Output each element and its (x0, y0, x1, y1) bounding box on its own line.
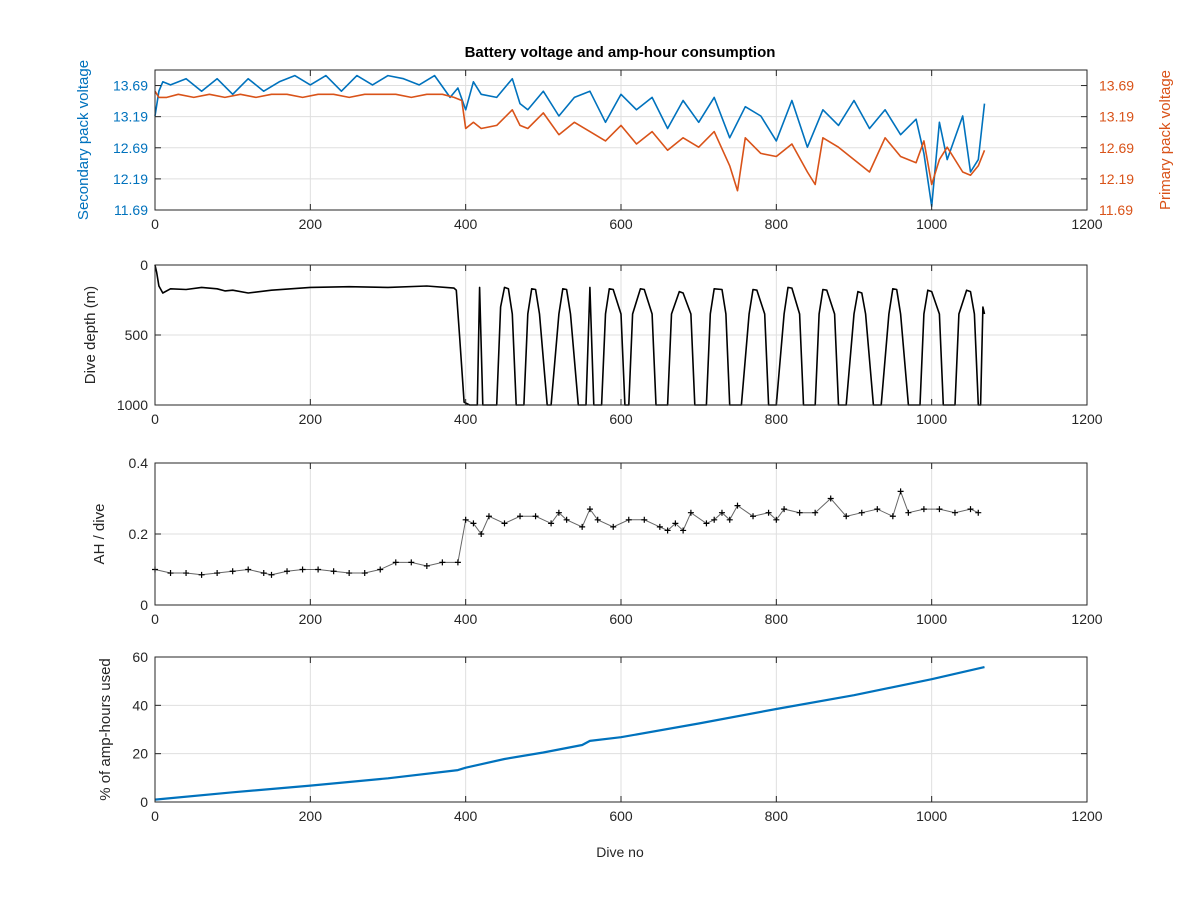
y-tick-label: 0.4 (129, 455, 149, 471)
y-tick-label: 40 (132, 697, 148, 713)
x-tick-label: 600 (609, 611, 633, 627)
y-tick-label: 20 (132, 746, 148, 762)
x-tick-label: 0 (151, 611, 159, 627)
y-axis-label: AH / dive (91, 504, 108, 565)
y-tick-label-right: 11.69 (1099, 202, 1133, 218)
x-tick-label: 400 (454, 216, 478, 232)
x-tick-label: 400 (454, 411, 478, 427)
x-tick-label: 1200 (1071, 808, 1102, 824)
x-tick-label: 1200 (1071, 216, 1102, 232)
y-tick-label: 0 (140, 257, 148, 273)
series-trace (154, 489, 979, 576)
panel-2: 0 200 400 600 800 1000 1200 0 500 1000 Dive depth … (82, 257, 1103, 427)
x-tick-label: 1000 (916, 216, 947, 232)
x-tick-label: 200 (299, 611, 323, 627)
figure-title: Battery voltage and amp-hour consumption (465, 44, 776, 61)
y-tick-label: 12.69 (113, 140, 148, 156)
x-tick-label: 800 (765, 808, 789, 824)
x-tick-label: 0 (151, 216, 159, 232)
y-tick-label: 13.69 (113, 78, 148, 94)
y-axis-label: Dive depth (m) (82, 286, 99, 384)
x-tick-label: 200 (299, 411, 323, 427)
y-tick-label: 500 (125, 327, 149, 343)
x-tick-label: 1200 (1071, 611, 1102, 627)
x-tick-label: 200 (299, 808, 323, 824)
y-tick-label: 13.19 (113, 109, 148, 125)
y-tick-label-right: 13.69 (1099, 78, 1134, 94)
secondary-voltage-line (154, 74, 986, 208)
x-tick-label: 800 (765, 411, 789, 427)
y-tick-label-right: 12.19 (1099, 171, 1134, 187)
y-axis-label-right: Primary pack voltage (1157, 70, 1174, 210)
x-tick-label: 600 (609, 411, 633, 427)
subplots: 0 200 400 600 800 1000 120011.6912.1912.6913.1… (75, 60, 1174, 824)
y-tick-label: 1000 (117, 397, 148, 413)
panel-3: 0 200 400 600 800 1000 1200 0 0.2 0.4 AH / dive (91, 455, 1103, 627)
panel-1: 0 200 400 600 800 1000 120011.6912.1912.6913.1… (75, 60, 1174, 232)
x-tick-label: 400 (454, 611, 478, 627)
x-tick-label: 1000 (916, 611, 947, 627)
y-tick-label: 60 (132, 649, 148, 665)
x-tick-label: 0 (151, 411, 159, 427)
x-tick-label: 1000 (916, 411, 947, 427)
y-axis-label-left: Secondary pack voltage (75, 60, 92, 220)
x-tick-label: 0 (151, 808, 159, 824)
amp-hours-used-line (154, 666, 985, 801)
x-tick-label: 200 (299, 216, 323, 232)
y-axis-label: % of amp-hours used (97, 658, 114, 801)
y-tick-label: 0 (140, 597, 148, 613)
x-tick-label: 800 (765, 216, 789, 232)
panel-4: 0 200 400 600 800 1000 1200 0 20 40 60 % of amp-hou… (97, 649, 1103, 824)
primary-voltage-line (154, 90, 986, 192)
y-tick-label-right: 12.69 (1099, 140, 1134, 156)
y-tick-label-right: 13.19 (1099, 109, 1134, 125)
y-tick-label: 12.19 (113, 171, 148, 187)
x-tick-label: 1200 (1071, 411, 1102, 427)
x-tick-label: 1000 (916, 808, 947, 824)
y-tick-label: 11.69 (114, 202, 148, 218)
x-tick-label: 600 (609, 216, 633, 232)
x-tick-label: 800 (765, 611, 789, 627)
y-tick-label: 0.2 (129, 526, 149, 542)
x-tick-label: 400 (454, 808, 478, 824)
x-axis-label: Dive no (596, 844, 644, 860)
y-tick-label: 0 (140, 794, 148, 810)
x-tick-label: 600 (609, 808, 633, 824)
